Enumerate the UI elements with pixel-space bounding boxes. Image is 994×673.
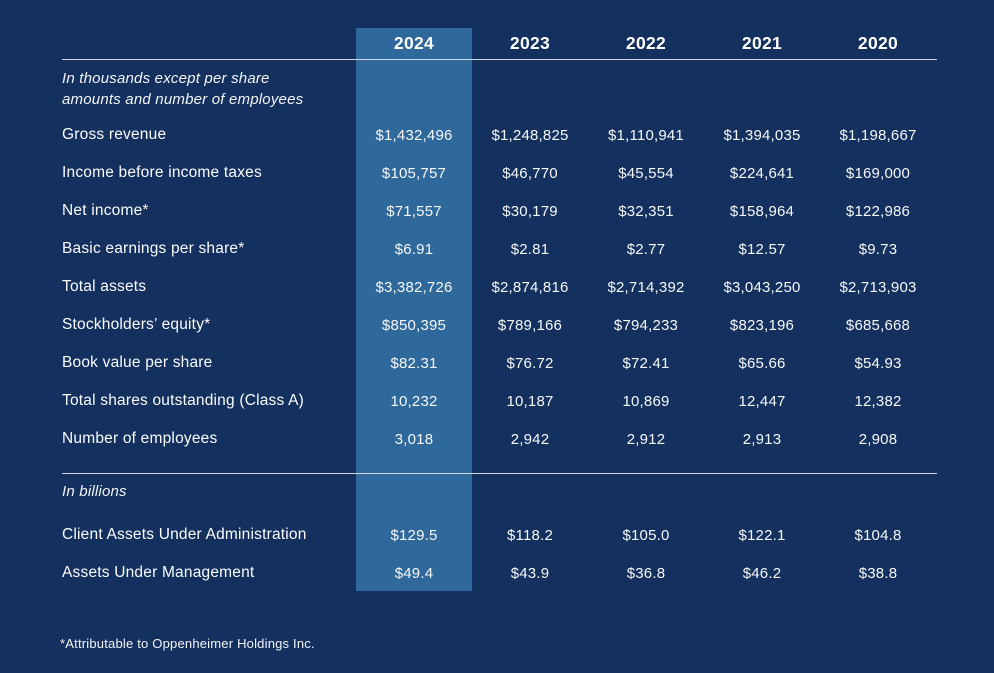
header-divider-line bbox=[62, 59, 937, 60]
value-2023: $2,874,816 bbox=[491, 278, 569, 296]
value-2023: $30,179 bbox=[502, 202, 558, 220]
value-2023: $1,248,825 bbox=[491, 126, 569, 144]
row-label: Total assets bbox=[62, 278, 147, 295]
table-row-client-assets: Client Assets Under Administration $129.… bbox=[0, 516, 994, 554]
units-note-line2: amounts and number of employees bbox=[62, 91, 304, 108]
value-2020: $685,668 bbox=[845, 316, 911, 334]
table-row-net-income: Net income* $71,557 $30,179 $32,351 $158… bbox=[0, 192, 994, 230]
row-label: Total shares outstanding (Class A) bbox=[62, 392, 305, 409]
units-note-billions: In billions bbox=[62, 483, 127, 500]
year-header-row: 2024 2023 2022 2021 2020 bbox=[0, 30, 994, 56]
value-2024: $105,757 bbox=[381, 164, 447, 182]
value-2021: $823,196 bbox=[729, 316, 795, 334]
value-2023: $43.9 bbox=[510, 564, 550, 582]
value-2023: $118.2 bbox=[507, 526, 553, 544]
value-2020: $9.73 bbox=[858, 240, 898, 258]
value-2023: 2,942 bbox=[510, 430, 550, 448]
table-row-total-assets: Total assets $3,382,726 $2,874,816 $2,71… bbox=[0, 268, 994, 306]
value-2022: 10,869 bbox=[622, 392, 670, 410]
table-row-gross-revenue: Gross revenue $1,432,496 $1,248,825 $1,1… bbox=[0, 116, 994, 154]
value-2020: 2,908 bbox=[858, 430, 898, 448]
row-label: Gross revenue bbox=[62, 126, 167, 143]
value-2022: 2,912 bbox=[626, 430, 666, 448]
year-header-2021: 2021 bbox=[741, 32, 783, 53]
value-2020: 12,382 bbox=[854, 392, 902, 410]
year-header-2024: 2024 bbox=[393, 32, 435, 53]
value-2020: $104.8 bbox=[854, 526, 902, 544]
value-2024: $82.31 bbox=[390, 354, 438, 372]
footnote: *Attributable to Oppenheimer Holdings In… bbox=[60, 636, 315, 651]
table-row-income-before-taxes: Income before income taxes $105,757 $46,… bbox=[0, 154, 994, 192]
row-label: Stockholders’ equity* bbox=[62, 316, 211, 333]
table-row-basic-eps: Basic earnings per share* $6.91 $2.81 $2… bbox=[0, 230, 994, 268]
row-label: Book value per share bbox=[62, 354, 213, 371]
value-2024: $850,395 bbox=[381, 316, 447, 334]
section-divider-line bbox=[62, 473, 937, 474]
value-2023: $789,166 bbox=[497, 316, 563, 334]
value-2021: $65.66 bbox=[738, 354, 786, 372]
year-header-2020: 2020 bbox=[857, 32, 899, 53]
table-row-book-value: Book value per share $82.31 $76.72 $72.4… bbox=[0, 344, 994, 382]
value-2020: $169,000 bbox=[845, 164, 911, 182]
row-label: Assets Under Management bbox=[62, 564, 255, 581]
units-note-thousands: In thousands except per share amounts an… bbox=[62, 68, 303, 110]
table-row-assets-under-management: Assets Under Management $49.4 $43.9 $36.… bbox=[0, 554, 994, 592]
table-row-shares-outstanding: Total shares outstanding (Class A) 10,23… bbox=[0, 382, 994, 420]
value-2023: $2.81 bbox=[510, 240, 550, 258]
value-2024: 3,018 bbox=[394, 430, 434, 448]
value-2021: $1,394,035 bbox=[723, 126, 801, 144]
value-2020: $2,713,903 bbox=[839, 278, 917, 296]
value-2024: 10,232 bbox=[390, 392, 438, 410]
value-2020: $54.93 bbox=[854, 354, 902, 372]
value-2024: $1,432,496 bbox=[375, 126, 453, 144]
value-2020: $1,198,667 bbox=[839, 126, 917, 144]
row-label: Basic earnings per share* bbox=[62, 240, 245, 257]
value-2020: $38.8 bbox=[858, 564, 898, 582]
year-header-2023: 2023 bbox=[509, 32, 551, 53]
value-2021: $12.57 bbox=[738, 240, 786, 258]
value-2022: $45,554 bbox=[618, 164, 674, 182]
value-2022: $72.41 bbox=[622, 354, 670, 372]
value-2024: $6.91 bbox=[394, 240, 434, 258]
value-2021: 12,447 bbox=[738, 392, 786, 410]
row-label: Net income* bbox=[62, 202, 149, 219]
table-row-stockholders-equity: Stockholders’ equity* $850,395 $789,166 … bbox=[0, 306, 994, 344]
value-2022: $105.0 bbox=[622, 526, 670, 544]
value-2023: $46,770 bbox=[502, 164, 558, 182]
value-2022: $32,351 bbox=[618, 202, 674, 220]
value-2021: $224,641 bbox=[729, 164, 795, 182]
year-header-2022: 2022 bbox=[625, 32, 667, 53]
units-note-line1: In thousands except per share bbox=[62, 70, 270, 87]
value-2021: 2,913 bbox=[742, 430, 782, 448]
value-2022: $2.77 bbox=[626, 240, 666, 258]
value-2022: $2,714,392 bbox=[607, 278, 685, 296]
value-2021: $158,964 bbox=[729, 202, 795, 220]
value-2024: $71,557 bbox=[386, 202, 442, 220]
value-2020: $122,986 bbox=[845, 202, 911, 220]
value-2021: $122.1 bbox=[738, 526, 786, 544]
row-label: Client Assets Under Administration bbox=[62, 526, 307, 543]
value-2024: $49.4 bbox=[394, 564, 434, 582]
value-2023: 10,187 bbox=[506, 392, 554, 410]
value-2024: $3,382,726 bbox=[375, 278, 453, 296]
value-2022: $794,233 bbox=[613, 316, 679, 334]
value-2021: $3,043,250 bbox=[723, 278, 801, 296]
table-row-employees: Number of employees 3,018 2,942 2,912 2,… bbox=[0, 420, 994, 458]
value-2023: $76.72 bbox=[506, 354, 554, 372]
value-2022: $36.8 bbox=[626, 564, 666, 582]
value-2024: $129.5 bbox=[390, 526, 438, 544]
row-label: Number of employees bbox=[62, 430, 218, 447]
row-label: Income before income taxes bbox=[62, 164, 262, 181]
highlighted-2024-column bbox=[356, 28, 472, 591]
value-2022: $1,110,941 bbox=[608, 126, 684, 144]
value-2021: $46.2 bbox=[742, 564, 782, 582]
